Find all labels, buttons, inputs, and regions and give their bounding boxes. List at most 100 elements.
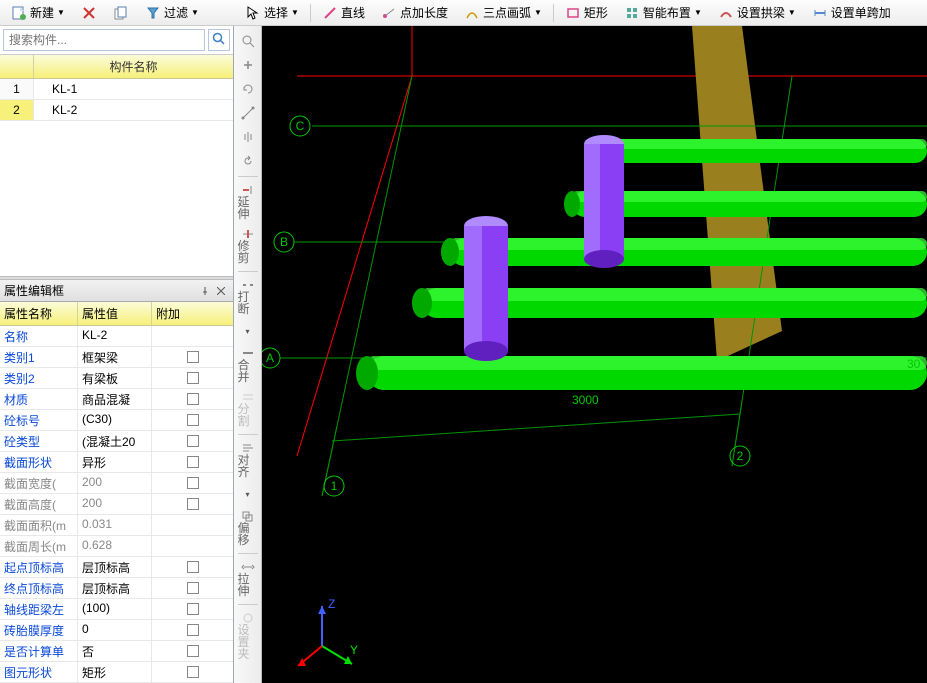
prop-value[interactable]: 否 bbox=[78, 641, 152, 661]
property-row[interactable]: 图元形状矩形 bbox=[0, 662, 233, 683]
vtool-stretch[interactable]: 拉伸 bbox=[237, 558, 259, 600]
prop-value[interactable]: (C30) bbox=[78, 410, 152, 430]
prop-checkbox[interactable] bbox=[187, 435, 199, 447]
prop-checkbox[interactable] bbox=[187, 414, 199, 426]
close-button[interactable] bbox=[213, 284, 229, 298]
prop-checkbox[interactable] bbox=[187, 351, 199, 363]
search-input[interactable] bbox=[3, 29, 205, 51]
vtool-offset[interactable]: 偏移 bbox=[237, 507, 259, 549]
smart-layout-button[interactable]: 智能布置 ▼ bbox=[617, 1, 709, 24]
toolbar-separator bbox=[310, 4, 311, 22]
prop-checkbox[interactable] bbox=[187, 561, 199, 573]
prop-checkbox[interactable] bbox=[187, 372, 199, 384]
component-row[interactable]: 1KL-1 bbox=[0, 79, 233, 100]
property-row[interactable]: 截面周长(m0.628 bbox=[0, 536, 233, 557]
prop-checkbox[interactable] bbox=[187, 666, 199, 678]
property-row[interactable]: 砼类型(混凝土20 bbox=[0, 431, 233, 452]
prop-value[interactable]: 200 bbox=[78, 473, 152, 493]
property-row[interactable]: 终点顶标高层顶标高 bbox=[0, 578, 233, 599]
prop-checkbox[interactable] bbox=[187, 645, 199, 657]
prop-checkbox[interactable] bbox=[187, 456, 199, 468]
property-row[interactable]: 材质商品混凝 bbox=[0, 389, 233, 410]
prop-value[interactable]: 层顶标高 bbox=[78, 557, 152, 577]
property-row[interactable]: 截面形状异形 bbox=[0, 452, 233, 473]
property-row[interactable]: 截面高度(200 bbox=[0, 494, 233, 515]
vtool-align-drop[interactable]: ▾ bbox=[237, 483, 259, 505]
filter-button[interactable]: 过滤 ▼ bbox=[138, 1, 206, 24]
filter-icon bbox=[145, 5, 161, 21]
select-button[interactable]: 选择 ▼ bbox=[238, 1, 306, 24]
three-pt-arc-button[interactable]: 三点画弧 ▼ bbox=[457, 1, 549, 24]
prop-value[interactable]: 0.031 bbox=[78, 515, 152, 535]
prop-value[interactable]: 有梁板 bbox=[78, 368, 152, 388]
vtool-merge[interactable]: 合并 bbox=[237, 344, 259, 386]
property-row[interactable]: 截面面积(m0.031 bbox=[0, 515, 233, 536]
beam-5 bbox=[356, 356, 927, 390]
set-single-span-button[interactable]: 设置单跨加 bbox=[805, 1, 898, 24]
vtool-break-drop[interactable]: ▾ bbox=[237, 320, 259, 342]
point-length-button[interactable]: 点加长度 bbox=[374, 1, 455, 24]
prop-checkbox[interactable] bbox=[187, 603, 199, 615]
prop-value[interactable]: KL-2 bbox=[78, 326, 152, 346]
vtool-break[interactable]: 打断 bbox=[237, 276, 259, 318]
set-arch-button[interactable]: 设置拱梁 ▼ bbox=[711, 1, 803, 24]
property-row[interactable]: 轴线距梁左(100) bbox=[0, 599, 233, 620]
viewport-3d[interactable]: C B A 1 2 3000 30 Z Y bbox=[262, 26, 927, 683]
vtool-measure[interactable] bbox=[237, 102, 259, 124]
smart-layout-button-label: 智能布置 bbox=[643, 4, 691, 21]
vtool-split[interactable]: 分割 bbox=[237, 388, 259, 430]
set-single-span-button-label: 设置单跨加 bbox=[831, 4, 891, 21]
right-panel: 延伸 修剪 打断 ▾ 合并 分割 对齐 ▾ 偏移 拉伸 设置夹 bbox=[234, 26, 927, 683]
property-row[interactable]: 类别1框架梁 bbox=[0, 347, 233, 368]
prop-value[interactable]: 异形 bbox=[78, 452, 152, 472]
prop-value[interactable]: 0 bbox=[78, 620, 152, 640]
delete-button[interactable] bbox=[74, 2, 104, 24]
property-row[interactable]: 是否计算单否 bbox=[0, 641, 233, 662]
copy-button[interactable] bbox=[106, 2, 136, 24]
vtool-settings[interactable]: 设置夹 bbox=[237, 609, 259, 663]
select-button-label: 选择 bbox=[264, 4, 288, 21]
property-row[interactable]: 砖胎膜厚度0 bbox=[0, 620, 233, 641]
prop-checkbox[interactable] bbox=[187, 624, 199, 636]
rect-button[interactable]: 矩形 bbox=[558, 1, 615, 24]
prop-checkbox[interactable] bbox=[187, 393, 199, 405]
vtool-rotate[interactable] bbox=[237, 78, 259, 100]
prop-value[interactable]: 200 bbox=[78, 494, 152, 514]
toolbar-separator bbox=[553, 4, 554, 22]
property-row[interactable]: 截面宽度(200 bbox=[0, 473, 233, 494]
vtool-pan[interactable] bbox=[237, 54, 259, 76]
prop-value[interactable]: 0.628 bbox=[78, 536, 152, 556]
line-button[interactable]: 直线 bbox=[315, 1, 372, 24]
pin-button[interactable] bbox=[197, 284, 213, 298]
property-panel-title: 属性编辑框 bbox=[4, 282, 197, 299]
prop-value[interactable]: (100) bbox=[78, 599, 152, 619]
prop-value[interactable]: (混凝土20 bbox=[78, 431, 152, 451]
smart-layout-icon bbox=[624, 5, 640, 21]
prop-value[interactable]: 商品混凝 bbox=[78, 389, 152, 409]
property-row[interactable]: 名称KL-2 bbox=[0, 326, 233, 347]
vtool-mirror[interactable] bbox=[237, 126, 259, 148]
prop-value[interactable]: 框架梁 bbox=[78, 347, 152, 367]
vtool-trim[interactable]: 修剪 bbox=[237, 225, 259, 267]
property-row[interactable]: 类别2有梁板 bbox=[0, 368, 233, 389]
vtool-zoom[interactable] bbox=[237, 30, 259, 52]
prop-checkbox[interactable] bbox=[187, 582, 199, 594]
property-row[interactable]: 起点顶标高层顶标高 bbox=[0, 557, 233, 578]
prop-checkbox[interactable] bbox=[187, 477, 199, 489]
vtool-separator bbox=[238, 271, 258, 272]
vtool-align[interactable]: 对齐 bbox=[237, 439, 259, 481]
vtool-extend[interactable]: 延伸 bbox=[237, 181, 259, 223]
property-body[interactable]: 名称KL-2类别1框架梁类别2有梁板材质商品混凝砼标号(C30)砼类型(混凝土2… bbox=[0, 326, 233, 683]
axis-label-2: 2 bbox=[730, 446, 750, 466]
axis-label-b: B bbox=[274, 232, 294, 252]
filter-button-label: 过滤 bbox=[164, 4, 188, 21]
property-row[interactable]: 砼标号(C30) bbox=[0, 410, 233, 431]
prop-value[interactable]: 矩形 bbox=[78, 662, 152, 682]
new-button[interactable]: 新建 ▼ bbox=[4, 1, 72, 24]
component-row[interactable]: 2KL-2 bbox=[0, 100, 233, 121]
prop-checkbox[interactable] bbox=[187, 498, 199, 510]
search-button[interactable] bbox=[208, 29, 230, 51]
prop-value[interactable]: 层顶标高 bbox=[78, 578, 152, 598]
vtool-undo[interactable] bbox=[237, 150, 259, 172]
span-icon bbox=[812, 5, 828, 21]
